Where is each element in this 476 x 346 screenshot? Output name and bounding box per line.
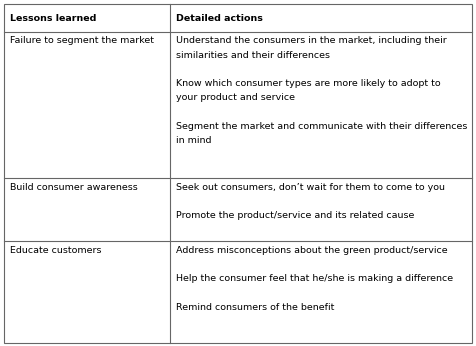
Text: Detailed actions: Detailed actions — [176, 13, 263, 22]
Text: Educate customers: Educate customers — [10, 246, 101, 255]
Text: Lessons learned: Lessons learned — [10, 13, 96, 22]
Text: Address misconceptions about the green product/service

Help the consumer feel t: Address misconceptions about the green p… — [176, 246, 453, 312]
Text: Seek out consumers, don’t wait for them to come to you

Promote the product/serv: Seek out consumers, don’t wait for them … — [176, 183, 445, 220]
Text: Understand the consumers in the market, including their
similarities and their d: Understand the consumers in the market, … — [176, 36, 467, 145]
Text: Build consumer awareness: Build consumer awareness — [10, 183, 137, 192]
Text: Failure to segment the market: Failure to segment the market — [10, 36, 154, 45]
